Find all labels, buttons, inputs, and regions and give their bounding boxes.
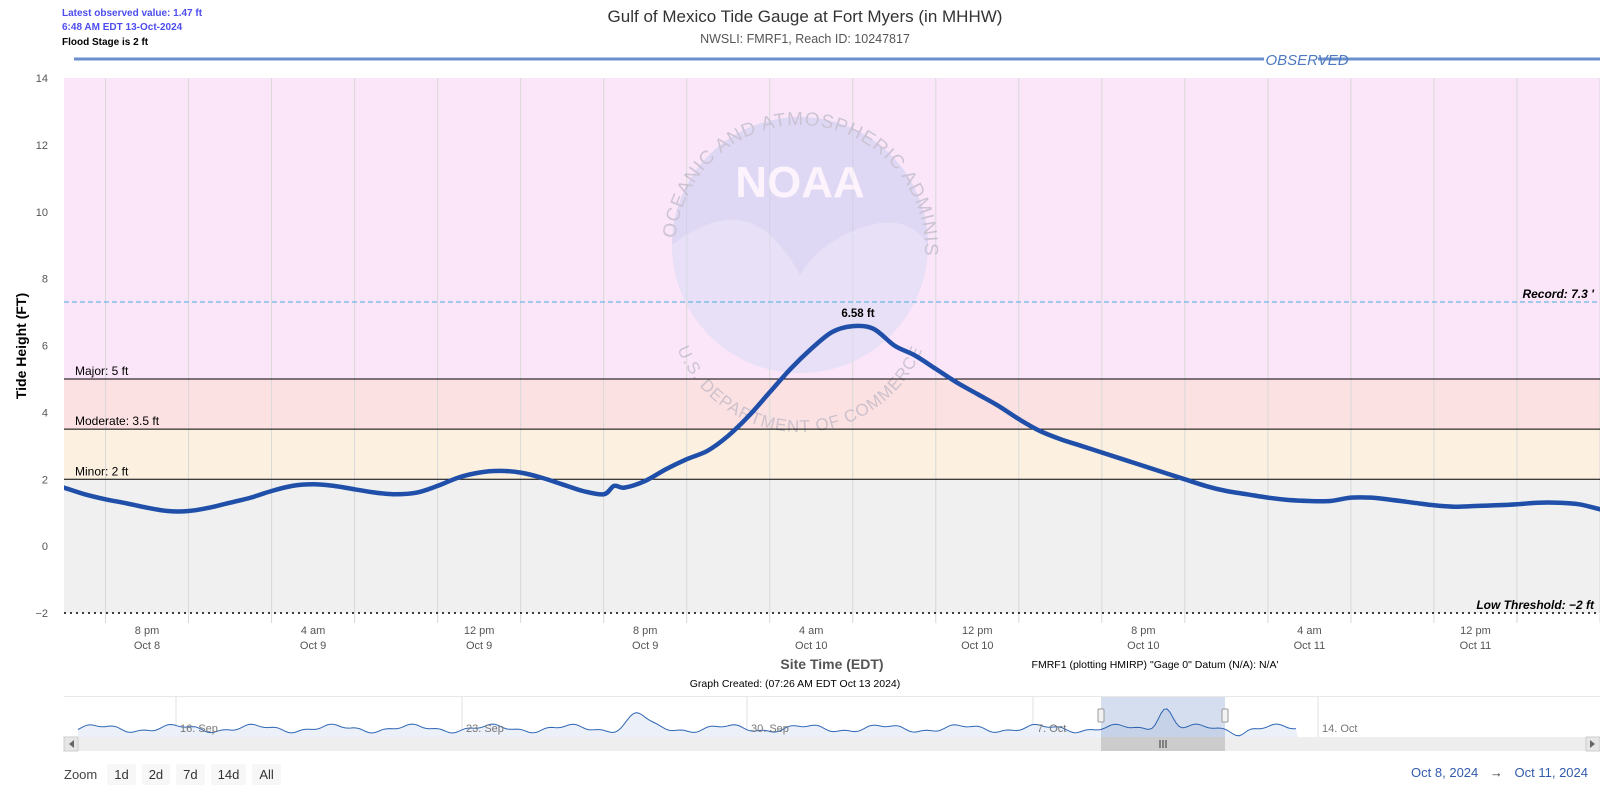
scrollbar-grip-icon xyxy=(1159,740,1167,748)
low-threshold-label: Low Threshold: −2 ft xyxy=(1476,598,1595,612)
graph-created-note: Graph Created: (07:26 AM EDT Oct 13 2024… xyxy=(690,678,901,690)
zoom-14d-button[interactable]: 14d xyxy=(210,764,247,785)
navigator-date-label: 16. Sep xyxy=(180,723,218,735)
navigator-left-handle[interactable] xyxy=(1097,708,1105,723)
flood-stage-note: Flood Stage is 2 ft xyxy=(62,37,149,48)
y-tick-label: 2 xyxy=(42,474,48,486)
x-tick-label: 12 pm xyxy=(464,625,495,637)
observed-label: OBSERVED xyxy=(1265,52,1348,69)
y-axis-ticks: −2 0 2 4 6 8 10 12 14 xyxy=(35,73,48,620)
x-tick-date-label: Oct 9 xyxy=(466,640,492,652)
zoom-1d-button[interactable]: 1d xyxy=(107,764,136,785)
x-tick-label: 4 am xyxy=(1297,625,1321,637)
x-tick-date-label: Oct 10 xyxy=(795,640,827,652)
threshold-lines: Major: 5 ft Moderate: 3.5 ft Minor: 2 ft Re… xyxy=(64,287,1600,614)
zoom-controls: Zoom 1d 2d 7d 14d All xyxy=(64,764,281,785)
x-tick-date-label: Oct 9 xyxy=(632,640,658,652)
x-tick-label: 12 pm xyxy=(962,625,993,637)
noaa-logo-text: NOAA xyxy=(735,158,865,207)
navigator-date-label: 7. Oct xyxy=(1037,723,1066,735)
x-tick-label: 8 pm xyxy=(633,625,657,637)
scrollbar-track[interactable] xyxy=(64,737,1600,751)
x-tick-label: 8 pm xyxy=(135,625,159,637)
navigator-date-labels: 16. Sep 23. Sep 30. Sep 7. Oct 14. Oct xyxy=(180,723,1357,735)
x-tick-label: 4 am xyxy=(799,625,823,637)
range-to-input[interactable]: Oct 11, 2024 xyxy=(1514,765,1588,780)
navigator-series-line xyxy=(77,708,1296,737)
zoom-7d-button[interactable]: 7d xyxy=(176,764,205,785)
noaa-logo-bird-icon xyxy=(672,219,928,373)
below-flood-zone xyxy=(64,479,1600,613)
zoom-2d-button[interactable]: 2d xyxy=(141,764,171,785)
range-arrow-icon: → xyxy=(1489,765,1503,780)
minor-flood-zone xyxy=(64,429,1600,480)
observed-tide-series xyxy=(64,323,1600,514)
y-tick-label: −2 xyxy=(35,608,48,620)
x-tick-date-label: Oct 10 xyxy=(1127,640,1159,652)
x-tick-date-label: Oct 11 xyxy=(1460,640,1492,652)
zoom-label: Zoom xyxy=(64,767,98,782)
x-tick-date-label: Oct 9 xyxy=(300,640,326,652)
x-tick-label: 8 pm xyxy=(1131,625,1155,637)
navigator-date-label: 14. Oct xyxy=(1322,723,1357,735)
latest-observed-time: 6:48 AM EDT 13-Oct-2024 xyxy=(62,22,183,33)
x-tick-date-label: Oct 10 xyxy=(961,640,993,652)
navigator[interactable]: 16. Sep 23. Sep 30. Sep 7. Oct 14. Oct xyxy=(64,696,1600,737)
moderate-flood-zone xyxy=(64,378,1600,430)
x-tick-label: 4 am xyxy=(301,625,325,637)
x-axis-ticks: 8 pm Oct 8 4 am Oct 9 12 pm Oct 9 8 pm Oct 9 4 a… xyxy=(134,625,1491,652)
zoom-all-button[interactable]: All xyxy=(252,764,281,785)
date-range: Oct 8, 2024 → Oct 11, 2024 xyxy=(1407,765,1592,780)
navigator-right-handle[interactable] xyxy=(1221,708,1229,723)
record-label: Record: 7.3 ' xyxy=(1522,287,1595,301)
x-tick-date-label: Oct 8 xyxy=(134,640,160,652)
arrow-left-icon xyxy=(69,740,74,748)
scrollbar[interactable] xyxy=(63,736,1600,752)
chart-title: Gulf of Mexico Tide Gauge at Fort Myers … xyxy=(608,7,1003,26)
major-threshold-label: Major: 5 ft xyxy=(75,364,129,378)
range-from-input[interactable]: Oct 8, 2024 xyxy=(1411,765,1479,780)
y-axis-label: Tide Height (FT) xyxy=(13,293,29,399)
navigator-date-label: 30. Sep xyxy=(751,723,789,735)
datum-note: FMRF1 (plotting HMIRP) "Gage 0" Datum (N… xyxy=(1032,659,1279,671)
moderate-threshold-label: Moderate: 3.5 ft xyxy=(75,414,160,428)
latest-observed-value: Latest observed value: 1.47 ft xyxy=(62,8,203,19)
arrow-right-icon xyxy=(1590,740,1595,748)
y-tick-label: 12 xyxy=(36,140,48,152)
chart-subtitle: NWSLI: FMRF1, Reach ID: 10247817 xyxy=(700,32,910,46)
y-tick-label: 6 xyxy=(42,341,48,353)
navigator-selection[interactable] xyxy=(1101,697,1225,737)
y-tick-label: 4 xyxy=(42,407,48,419)
y-tick-label: 10 xyxy=(36,207,48,219)
y-tick-label: 14 xyxy=(36,73,48,85)
y-tick-label: 8 xyxy=(42,274,48,286)
navigator-date-label: 23. Sep xyxy=(466,723,504,735)
y-tick-label: 0 xyxy=(42,541,48,553)
x-tick-date-label: Oct 11 xyxy=(1294,640,1326,652)
minor-threshold-label: Minor: 2 ft xyxy=(75,464,129,478)
x-tick-label: 12 pm xyxy=(1460,625,1491,637)
peak-value-label: 6.58 ft xyxy=(841,308,874,320)
x-axis-label: Site Time (EDT) xyxy=(780,656,883,672)
